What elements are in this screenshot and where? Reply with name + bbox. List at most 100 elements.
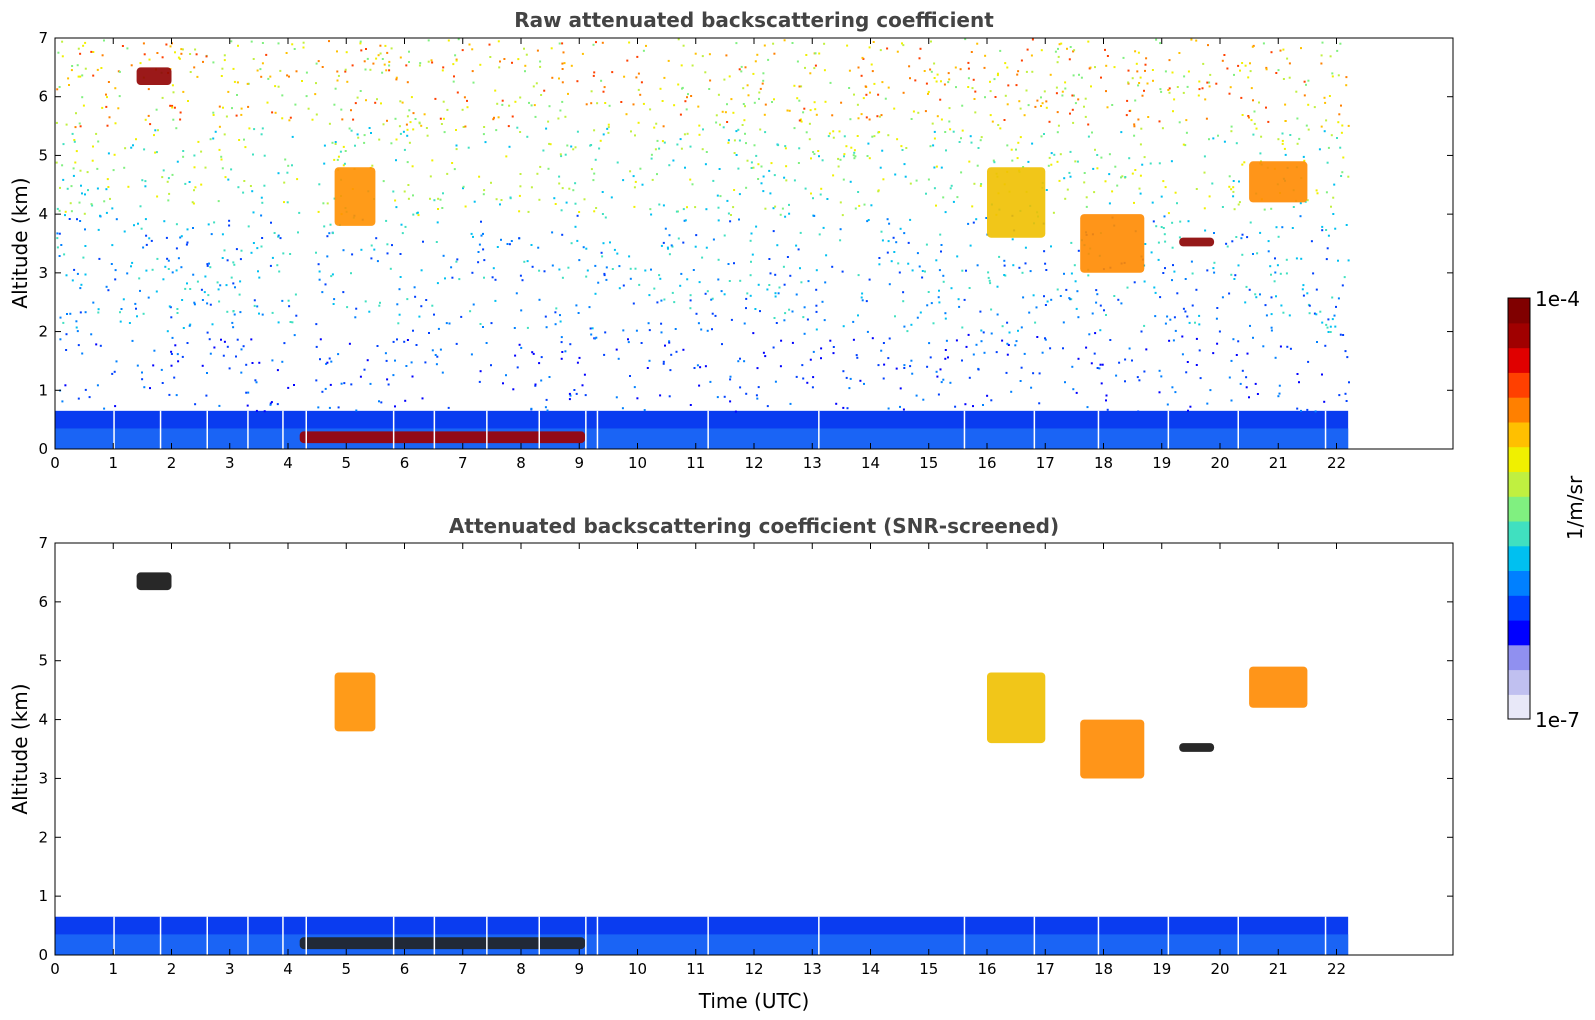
noise-pixel bbox=[1158, 120, 1161, 123]
noise-pixel bbox=[1085, 205, 1088, 208]
noise-pixel bbox=[382, 180, 385, 183]
noise-pixel bbox=[1281, 139, 1284, 142]
noise-pixel bbox=[523, 260, 526, 263]
noise-pixel bbox=[1117, 298, 1120, 301]
noise-pixel bbox=[350, 383, 353, 386]
noise-pixel bbox=[390, 47, 393, 50]
noise-pixel bbox=[690, 95, 693, 97]
noise-pixel bbox=[78, 201, 81, 204]
noise-pixel bbox=[572, 189, 575, 192]
noise-pixel bbox=[815, 310, 818, 313]
noise-pixel bbox=[1154, 315, 1157, 318]
noise-pixel bbox=[877, 190, 880, 193]
x-tick-label: 1 bbox=[108, 960, 118, 978]
noise-pixel bbox=[369, 382, 372, 385]
noise-pixel bbox=[1174, 329, 1177, 332]
noise-pixel bbox=[136, 315, 138, 318]
noise-pixel bbox=[1083, 105, 1085, 108]
noise-pixel bbox=[815, 288, 818, 291]
noise-pixel bbox=[759, 87, 762, 90]
noise-pixel bbox=[318, 183, 321, 186]
noise-pixel bbox=[601, 191, 604, 193]
noise-pixel bbox=[940, 118, 943, 121]
noise-pixel bbox=[1095, 301, 1098, 304]
noise-pixel bbox=[1274, 257, 1276, 260]
noise-pixel bbox=[549, 143, 552, 146]
noise-pixel bbox=[650, 268, 652, 271]
noise-pixel bbox=[831, 114, 834, 117]
y-tick-label: 7 bbox=[38, 534, 48, 552]
noise-pixel bbox=[956, 196, 959, 199]
noise-pixel bbox=[1163, 233, 1166, 236]
noise-pixel bbox=[686, 96, 688, 99]
noise-pixel bbox=[822, 226, 825, 229]
noise-pixel bbox=[437, 197, 440, 200]
noise-pixel bbox=[259, 68, 262, 71]
noise-pixel bbox=[835, 402, 838, 405]
noise-pixel bbox=[1208, 138, 1210, 141]
noise-pixel bbox=[813, 214, 816, 217]
noise-pixel bbox=[1045, 100, 1048, 103]
noise-pixel bbox=[1259, 152, 1262, 155]
x-tick-label: 0 bbox=[50, 960, 60, 978]
noise-pixel bbox=[240, 107, 243, 110]
y-tick-label: 0 bbox=[38, 440, 48, 458]
noise-pixel bbox=[1092, 167, 1095, 170]
noise-pixel bbox=[725, 54, 728, 57]
noise-pixel bbox=[269, 264, 272, 267]
noise-pixel bbox=[993, 78, 996, 81]
noise-pixel bbox=[1289, 134, 1292, 136]
noise-pixel bbox=[395, 159, 397, 162]
noise-pixel bbox=[743, 322, 746, 325]
noise-pixel bbox=[876, 115, 879, 118]
noise-pixel bbox=[826, 198, 829, 200]
noise-pixel bbox=[342, 249, 345, 252]
noise-pixel bbox=[617, 357, 620, 360]
noise-pixel bbox=[905, 147, 908, 149]
noise-pixel bbox=[350, 272, 352, 275]
noise-pixel bbox=[223, 59, 226, 62]
noise-pixel bbox=[114, 405, 117, 408]
noise-pixel bbox=[1084, 97, 1087, 100]
noise-pixel bbox=[818, 155, 820, 158]
noise-pixel bbox=[207, 294, 210, 297]
noise-pixel bbox=[715, 121, 718, 124]
noise-pixel bbox=[944, 211, 947, 214]
noise-pixel bbox=[368, 127, 371, 129]
noise-pixel bbox=[783, 39, 786, 42]
noise-pixel bbox=[878, 131, 881, 133]
noise-pixel bbox=[429, 197, 431, 200]
noise-pixel bbox=[958, 141, 961, 143]
noise-pixel bbox=[971, 205, 974, 208]
noise-pixel bbox=[1072, 388, 1075, 391]
noise-pixel bbox=[1254, 382, 1257, 385]
noise-pixel bbox=[386, 378, 389, 381]
noise-pixel bbox=[115, 360, 118, 363]
noise-pixel bbox=[1212, 352, 1215, 355]
cloud-midlevel-cloud-21h bbox=[1249, 666, 1308, 708]
noise-pixel bbox=[695, 234, 698, 237]
noise-pixel bbox=[724, 111, 727, 114]
noise-pixel bbox=[196, 75, 199, 78]
noise-pixel bbox=[1040, 105, 1042, 107]
noise-pixel bbox=[416, 211, 419, 214]
cloud-midlevel-cloud-21h bbox=[1249, 161, 1308, 203]
screened-plot-frame bbox=[54, 542, 1454, 956]
noise-pixel bbox=[363, 368, 366, 371]
noise-pixel bbox=[1310, 240, 1313, 243]
noise-pixel bbox=[798, 85, 801, 88]
noise-pixel bbox=[73, 139, 76, 141]
noise-pixel bbox=[1122, 56, 1125, 59]
noise-pixel bbox=[1171, 386, 1174, 389]
noise-pixel bbox=[1140, 127, 1143, 130]
noise-pixel bbox=[823, 319, 826, 322]
noise-pixel bbox=[1187, 70, 1190, 73]
noise-pixel bbox=[97, 228, 100, 231]
noise-pixel bbox=[55, 121, 58, 124]
noise-pixel bbox=[530, 104, 533, 107]
noise-pixel bbox=[1100, 76, 1102, 79]
noise-pixel bbox=[256, 69, 259, 72]
noise-pixel bbox=[1076, 290, 1079, 293]
noise-pixel bbox=[666, 246, 669, 249]
noise-pixel bbox=[1061, 94, 1064, 97]
